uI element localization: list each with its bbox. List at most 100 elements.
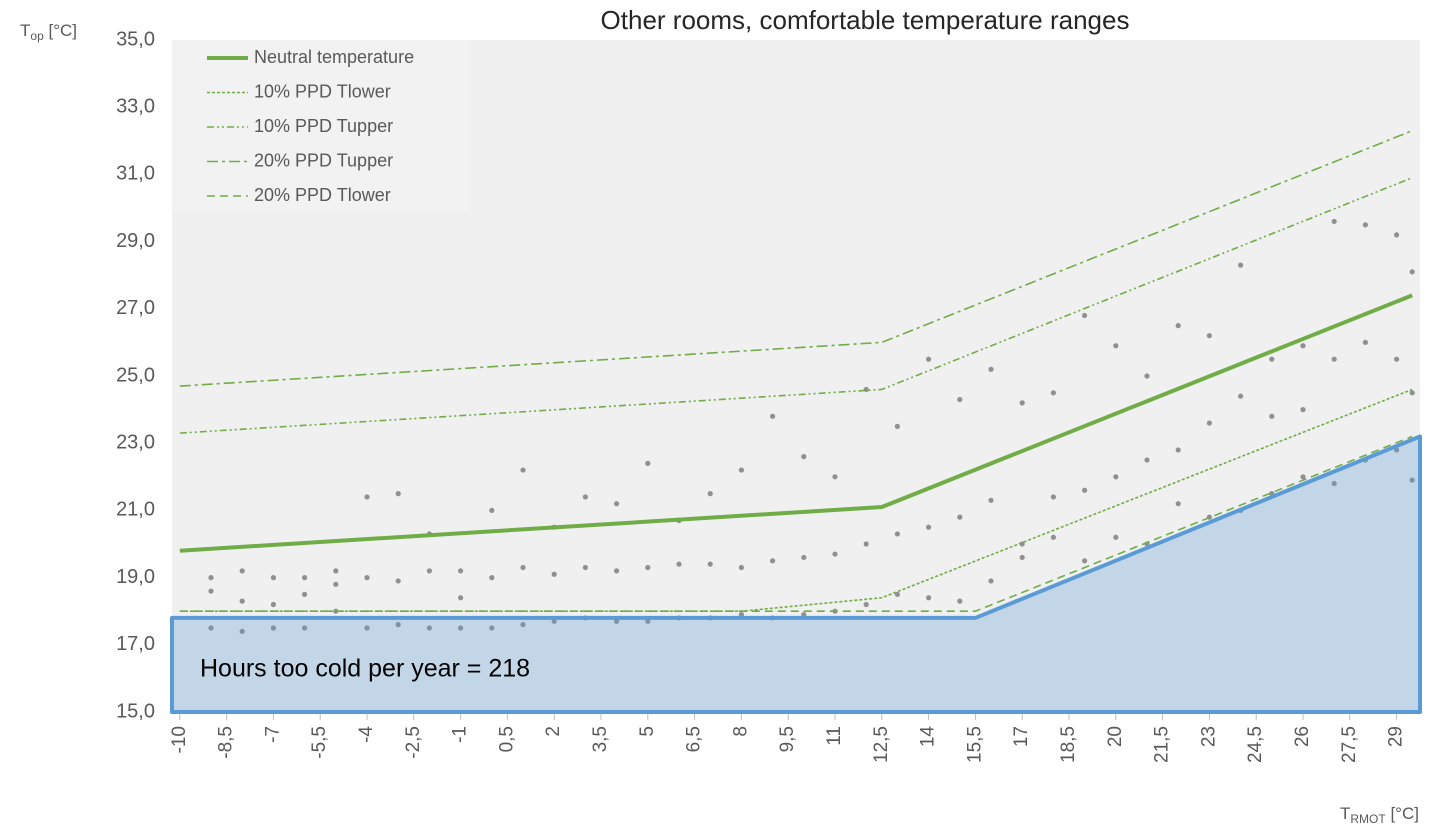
cold-zone [170, 434, 1422, 714]
data-point [676, 561, 682, 567]
data-point [1019, 554, 1025, 561]
data-point [863, 601, 869, 608]
data-point [239, 628, 245, 634]
data-point [1331, 356, 1337, 362]
x-tick-label: 26 [1292, 726, 1313, 747]
data-point [926, 595, 932, 601]
data-point [1113, 534, 1119, 540]
data-point [1206, 333, 1212, 339]
x-tick-label: 11 [824, 726, 845, 746]
data-point [1269, 356, 1275, 362]
data-point [988, 497, 994, 503]
data-point [270, 625, 276, 631]
data-point [426, 568, 432, 574]
data-point [551, 618, 557, 624]
data-point [208, 625, 214, 631]
x-label-main: T [1340, 804, 1350, 823]
data-point [894, 591, 901, 598]
data-point [239, 568, 245, 574]
x-tick-label: 6,5 [684, 726, 705, 752]
data-point [1394, 356, 1400, 362]
data-point [333, 581, 339, 587]
y-tick-label: 31,0 [116, 163, 155, 185]
data-point [1394, 232, 1400, 238]
data-point [520, 564, 526, 571]
data-point [1409, 390, 1415, 396]
data-point [1082, 312, 1088, 319]
data-point [551, 571, 557, 577]
data-point [489, 625, 495, 631]
data-point [770, 558, 776, 564]
data-point [863, 541, 869, 547]
data-point [1238, 393, 1244, 399]
data-point [614, 501, 620, 507]
data-point [1409, 477, 1415, 483]
data-point [645, 564, 651, 571]
data-point [738, 564, 745, 571]
data-point [1300, 474, 1306, 480]
annotation: Hours too cold per year = 218 [200, 655, 530, 683]
data-point [426, 625, 432, 631]
x-tick-label: 27,5 [1339, 726, 1360, 763]
y-label-unit: [°C] [44, 21, 77, 40]
y-label-sub: op [30, 29, 44, 43]
data-point [801, 454, 807, 460]
x-tick-label: 18,5 [1058, 726, 1079, 763]
data-point [1300, 407, 1306, 413]
y-tick-label: 35,0 [116, 28, 155, 50]
x-axis-label: TRMOT [°C] [1340, 804, 1419, 826]
data-point [957, 598, 963, 604]
data-point [1331, 480, 1337, 487]
data-point [988, 578, 994, 584]
y-tick-label: 17,0 [116, 633, 155, 655]
data-point [1113, 343, 1119, 349]
series-line [179, 435, 1413, 613]
data-point [1362, 222, 1368, 228]
data-point [208, 588, 214, 594]
legend-box [172, 40, 470, 212]
x-tick-label: 14 [918, 726, 939, 748]
y-tick-label: 23,0 [116, 431, 155, 453]
data-point [1331, 218, 1337, 225]
data-point [364, 625, 370, 631]
data-point [1409, 269, 1415, 275]
data-point [988, 366, 994, 372]
data-point [1144, 457, 1150, 463]
data-point [1082, 487, 1088, 493]
x-tick-label: 8 [730, 726, 751, 737]
data-point [894, 531, 901, 537]
data-point [1362, 339, 1368, 345]
data-point [458, 625, 464, 631]
data-point [1238, 262, 1244, 268]
series-line [179, 177, 1413, 434]
data-point [302, 625, 308, 631]
data-point [645, 460, 651, 466]
data-point [801, 611, 807, 618]
data-point [1269, 413, 1275, 419]
data-point [333, 568, 339, 574]
x-tick-label: 29 [1386, 726, 1407, 747]
chart-title: Other rooms, comfortable temperature ran… [601, 5, 1130, 35]
legend-label: 20% PPD Tlower [254, 185, 391, 205]
data-point [395, 622, 401, 628]
data-point [520, 467, 526, 473]
x-label-unit: [°C] [1386, 804, 1419, 823]
data-point [302, 575, 308, 581]
series-line [179, 129, 1413, 387]
x-tick-label: -4 [356, 726, 377, 743]
data-point [1144, 373, 1150, 379]
y-axis-label: Top [°C] [20, 21, 77, 43]
data-point [801, 554, 807, 561]
data-point [270, 575, 276, 581]
data-point [894, 423, 901, 429]
data-point [395, 578, 401, 584]
x-tick-label: 20 [1105, 726, 1126, 747]
data-point [1113, 474, 1119, 480]
data-point [302, 591, 308, 598]
data-point [489, 507, 495, 513]
legend-label: 10% PPD Tlower [254, 81, 391, 101]
data-point [1175, 501, 1181, 507]
data-point [770, 413, 776, 419]
data-point [270, 601, 276, 608]
